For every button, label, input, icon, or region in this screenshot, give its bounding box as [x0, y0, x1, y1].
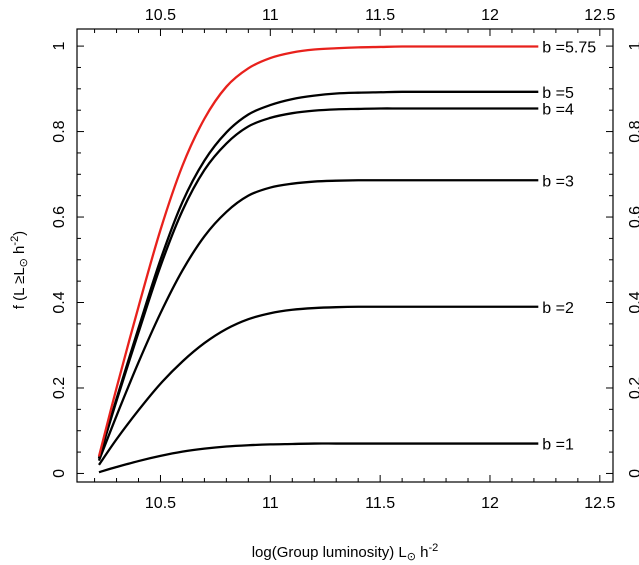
series-label: b =1	[542, 437, 574, 454]
y-tick-label-left: 0.6	[51, 206, 68, 228]
series-line	[98, 305, 539, 466]
y-tick-label-right: 0	[627, 469, 639, 478]
x-tick-label-bottom: 10.5	[145, 495, 176, 512]
y-tick-label-left: 0.4	[51, 291, 68, 313]
x-axis-title: log(Group luminosity) L⊙ h-2	[252, 542, 439, 563]
y-tick-label-left: 0.8	[51, 120, 68, 142]
x-tick-label-top: 12.5	[584, 7, 615, 24]
x-tick-label-top: 11	[262, 7, 279, 24]
series-line	[97, 179, 539, 462]
y-tick-label-left: 0.2	[51, 377, 68, 399]
x-tick-label-bottom: 12	[481, 495, 499, 512]
x-tick-label-bottom: 11	[262, 495, 279, 512]
series-line	[98, 442, 539, 474]
y-tick-label-right: 0.4	[627, 291, 639, 313]
series-line	[97, 45, 539, 457]
series-label: b =3	[542, 173, 574, 190]
y-tick-label-right: 0.2	[627, 377, 639, 399]
series-label: b =2	[542, 300, 574, 317]
x-tick-label-top: 12	[481, 7, 499, 24]
series-line	[97, 90, 539, 459]
x-tick-label-bottom: 11.5	[365, 495, 395, 512]
series-labels-group: b =1 b =2 b =3 b =4b =5 b =5.75	[542, 40, 596, 454]
x-tick-label-bottom: 12.5	[584, 495, 615, 512]
plot-frame	[76, 28, 614, 483]
y-tick-label-right: 0.6	[627, 206, 639, 228]
x-tick-label-top: 10.5	[145, 7, 176, 24]
y-axis-title: f (L ≥L⊙ h-2)	[9, 231, 30, 309]
series-line	[97, 107, 539, 459]
y-tick-label-left: 0	[51, 469, 68, 478]
ticks-group: 10.510.5111111.511.5121212.512.5000.20.2…	[51, 7, 639, 512]
series-label: b =4	[542, 101, 574, 118]
x-tick-label-top: 11.5	[365, 7, 395, 24]
series-group	[97, 45, 539, 474]
y-tick-label-right: 0.8	[627, 120, 639, 142]
series-label: b =5.75	[542, 40, 596, 57]
series-label: b =5	[542, 85, 574, 102]
y-tick-label-left: 1	[51, 42, 68, 51]
y-tick-label-right: 1	[627, 42, 639, 51]
